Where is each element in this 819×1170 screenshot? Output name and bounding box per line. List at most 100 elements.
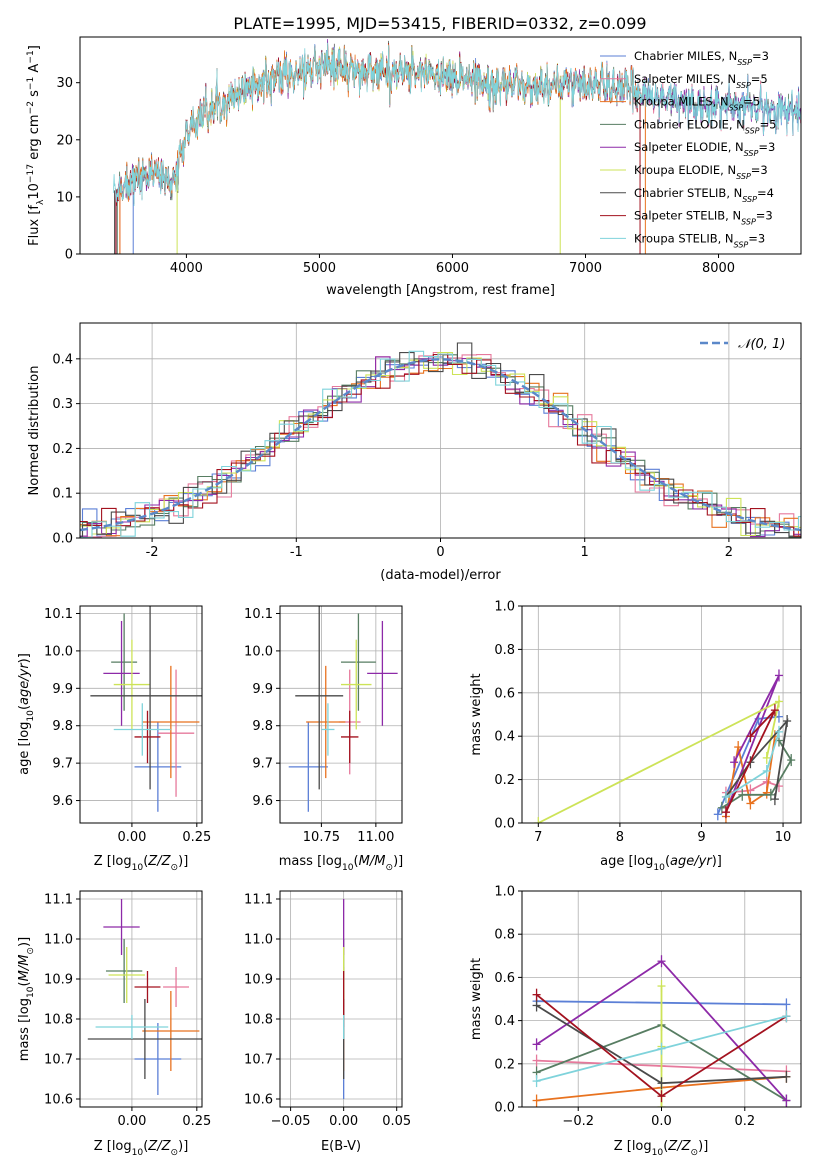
frame: −0.05 0.00 0.05 10.6 10.7 10.8 10.9 11.0 11.1 — [244, 890, 411, 1129]
plot-area — [534, 669, 796, 823]
x-axis-label: (data-model)/error — [380, 568, 501, 583]
y-tick-label: 10.0 — [44, 644, 73, 659]
y-tick-label: 1.0 — [494, 600, 515, 615]
frame: 0.00 0.25 10.6 10.7 10.8 10.9 11.0 11.1 — [44, 890, 211, 1129]
y-tick-label: 0 — [65, 248, 73, 263]
x-tick-label: 1 — [581, 545, 589, 560]
errorbar-point-4 — [105, 939, 143, 1003]
y-tick-label: 11.1 — [44, 893, 73, 908]
plot-area — [87, 899, 202, 1095]
errorbar-point-3 — [306, 665, 346, 779]
frame: 7 8 9 10 0.0 0.2 0.4 0.6 0.8 1.0 — [494, 600, 802, 845]
x-tick-label: 8 — [616, 830, 624, 845]
y-tick-label: 0.4 — [52, 352, 73, 367]
y-tick-label: 10.8 — [44, 1013, 73, 1028]
errorbar-point-8 — [134, 710, 161, 764]
x-tick-label: -1 — [290, 545, 303, 560]
axes-frame — [279, 605, 403, 824]
x-axis-label: E(B-V) — [321, 1139, 361, 1154]
x-tick-label: 0.25 — [182, 830, 211, 845]
errorbar-point-2 — [157, 669, 195, 797]
axes-mass_vs_z: 0.00 0.25 10.6 10.7 10.8 10.9 11.0 11.1 — [44, 890, 211, 1129]
errorbar-point-1 — [134, 1023, 182, 1095]
y-tick-label: 0.4 — [494, 1014, 515, 1029]
x-tick-label: 10 — [775, 830, 792, 845]
errorbar-point-1 — [134, 721, 182, 812]
frame: 10.75 11.00 9.6 9.7 9.8 9.9 10.0 10.1 — [244, 605, 403, 845]
axes-frame — [79, 890, 203, 1108]
y-tick-label: 11.0 — [244, 933, 273, 948]
axes-frame — [521, 605, 802, 824]
axes-spectrum: 4000 5000 6000 7000 8000 0 10 20 30 — [56, 36, 802, 276]
errorbar-point-5 — [367, 620, 398, 726]
axes-age_vs_mass: 10.75 11.00 9.6 9.7 9.8 9.9 10.0 10.1 — [244, 605, 403, 845]
x-tick-label: 8000 — [702, 261, 735, 276]
frame: -2 -1 0 1 2 0.0 0.1 0.2 0.3 0.4 — [52, 322, 802, 560]
errorbar-point-6 — [113, 639, 151, 730]
x-axis-label: Z [log10(Z/Z⊙)] — [614, 1139, 709, 1158]
y-tick-label: 10.0 — [244, 644, 273, 659]
y-tick-label: 0.0 — [494, 1101, 515, 1116]
errorbar-point-4 — [341, 613, 376, 711]
legend-label: Salpeter MILES, NSSP=5 — [634, 72, 768, 90]
y-tick-label: 10.6 — [44, 1093, 73, 1108]
legend-label: Chabrier ELODIE, NSSP=5 — [634, 117, 776, 135]
plot-area — [90, 606, 202, 812]
y-tick-label: 0.2 — [494, 773, 515, 788]
y-tick-label: 20 — [56, 133, 73, 148]
y-tick-label: 9.6 — [252, 794, 273, 809]
y-tick-label: 0.8 — [494, 643, 515, 658]
x-tick-label: 0.05 — [382, 1114, 411, 1129]
x-tick-label: 0.00 — [117, 1114, 146, 1129]
y-tick-label: 10.7 — [44, 1053, 73, 1068]
hist-series-4 — [80, 354, 801, 538]
errorbar-point-8 — [341, 710, 359, 764]
legend-label: Chabrier MILES, NSSP=3 — [634, 49, 769, 67]
x-tick-label: −0.05 — [271, 1114, 311, 1129]
errorbar-point-9 — [95, 1015, 169, 1039]
errorbar-point-4 — [111, 613, 138, 711]
y-tick-label: 0.2 — [494, 1057, 515, 1072]
legend-label: 𝒩(0, 1) — [738, 337, 785, 352]
x-tick-label: 7000 — [569, 261, 602, 276]
x-tick-label: 0.2 — [734, 1114, 755, 1129]
hist-series-7 — [80, 342, 801, 538]
legend-label: Kroupa MILES, NSSP=5 — [634, 95, 760, 113]
x-tick-label: 0.00 — [329, 1114, 358, 1129]
x-tick-label: −0.2 — [562, 1114, 594, 1129]
errorbar-point-9 — [321, 703, 335, 756]
legend: Chabrier MILES, NSSP=3 Salpeter MILES, NS… — [600, 49, 776, 249]
axes-frame — [79, 605, 203, 824]
y-tick-label: 0.0 — [52, 532, 73, 547]
axes-frame — [279, 890, 403, 1108]
x-axis-label: mass [log10(M/M⊙)] — [279, 854, 403, 873]
y-axis-label: mass weight — [469, 673, 484, 755]
plot-area — [288, 606, 398, 812]
x-tick-label: 5000 — [303, 261, 336, 276]
x-tick-label: 0.25 — [182, 1114, 211, 1129]
y-tick-label: 11.0 — [44, 933, 73, 948]
hist-series-8 — [80, 354, 801, 537]
frame: 4000 5000 6000 7000 8000 0 10 20 30 — [56, 36, 802, 276]
x-tick-label: -2 — [146, 545, 159, 560]
weight-series-2 — [725, 780, 780, 794]
y-tick-label: 10.7 — [244, 1053, 273, 1068]
x-tick-label: 0.0 — [651, 1114, 672, 1129]
errorbar-point-5 — [103, 620, 140, 726]
normal-reference-curve — [80, 358, 801, 532]
y-tick-label: 9.9 — [252, 682, 273, 697]
y-tick-label: 30 — [56, 76, 73, 91]
x-tick-label: 6000 — [436, 261, 469, 276]
errorbar-point-3 — [142, 991, 200, 1071]
y-tick-label: 10.1 — [244, 607, 273, 622]
axes-mass_weight_vs_age: 7 8 9 10 0.0 0.2 0.4 0.6 0.8 1.0 — [494, 600, 802, 845]
y-tick-label: 0.8 — [494, 928, 515, 943]
x-tick-label: 11.00 — [357, 830, 394, 845]
y-tick-label: 0.4 — [494, 730, 515, 745]
axes-age_vs_z: 0.00 0.25 9.6 9.7 9.8 9.9 10.0 10.1 — [44, 605, 211, 845]
y-tick-label: 9.9 — [52, 682, 73, 697]
y-tick-label: 10.9 — [44, 973, 73, 988]
errorbar-point-6 — [341, 639, 372, 730]
grid — [80, 606, 202, 823]
